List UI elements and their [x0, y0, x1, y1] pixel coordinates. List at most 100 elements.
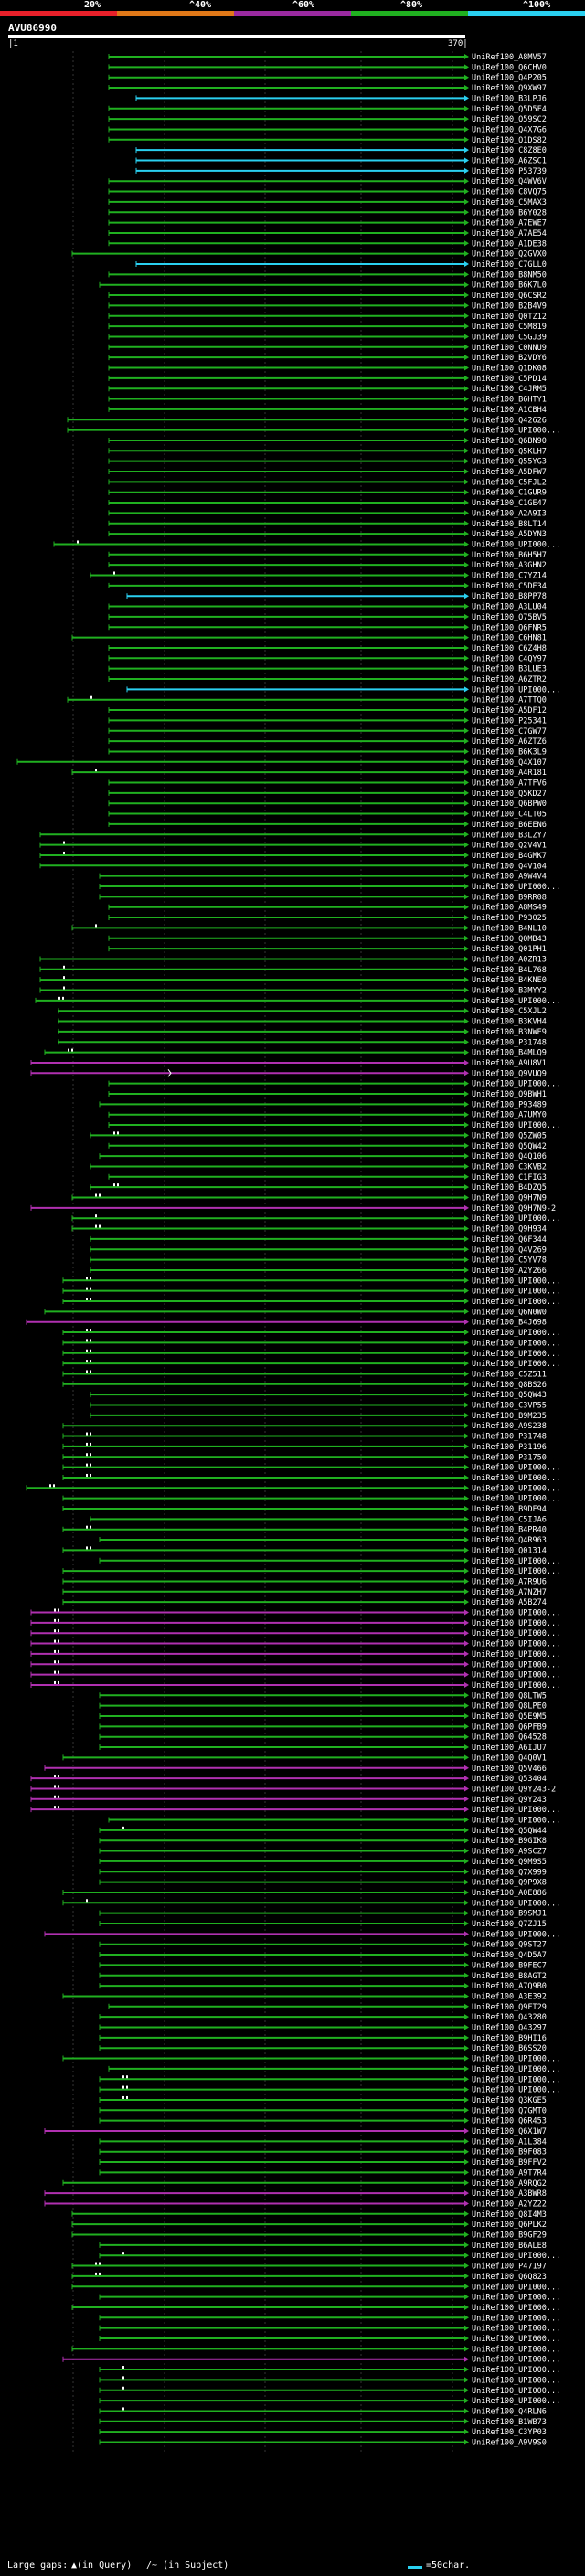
query-gap-marker — [58, 1629, 59, 1633]
hit-label: UniRef100_Q9H7N9-2 — [472, 1204, 556, 1214]
query-gap-marker — [58, 1670, 59, 1674]
query-gap-marker — [63, 986, 65, 990]
hit-end-arrow — [464, 541, 469, 547]
hit-label: UniRef100_A7NZH7 — [472, 1588, 547, 1597]
query-gap-marker — [63, 976, 65, 980]
hit-end-arrow — [464, 1474, 469, 1480]
hit-end-arrow — [464, 2315, 469, 2321]
hit-label: UniRef100_UPI000... — [472, 2055, 560, 2064]
hit-label: UniRef100_UPI000... — [472, 1339, 560, 1348]
axis-end-label: 370| — [448, 39, 468, 48]
query-gap-marker — [122, 1826, 124, 1829]
hit-end-arrow — [464, 894, 469, 900]
hit-label: UniRef100_Q9H7N9 — [472, 1194, 547, 1203]
query-gap-marker — [99, 2262, 101, 2265]
query-gap-marker — [86, 1453, 88, 1457]
hit-label: UniRef100_UPI000... — [472, 1495, 560, 1504]
query-gap-marker — [90, 1277, 91, 1280]
query-gap-marker — [54, 1660, 56, 1664]
hit-label: UniRef100_B3NWE9 — [472, 1028, 547, 1037]
hit-label: UniRef100_A6ZTR2 — [472, 675, 547, 684]
hit-end-arrow — [464, 1983, 469, 1989]
hit-end-arrow — [464, 448, 469, 454]
hit-end-arrow — [464, 655, 469, 662]
hit-label: UniRef100_UPI000... — [472, 1484, 560, 1493]
query-gap-marker — [86, 1287, 88, 1290]
hit-label: UniRef100_UPI000... — [472, 1288, 560, 1297]
hit-label: UniRef100_B6HTY1 — [472, 396, 547, 405]
hit-label: UniRef100_UPI000... — [472, 1121, 560, 1130]
hit-end-arrow — [464, 188, 469, 195]
hit-label: UniRef100_UPI000... — [472, 2356, 560, 2365]
hit-label: UniRef100_UPI000... — [472, 1567, 560, 1576]
hit-end-arrow — [464, 1204, 469, 1211]
hit-label: UniRef100_A9SCZ7 — [472, 1848, 547, 1857]
hit-label: UniRef100_Q2GVX0 — [472, 250, 547, 260]
query-gap-marker — [58, 1795, 59, 1798]
hit-label: UniRef100_Q5QW43 — [472, 1391, 547, 1400]
hit-end-arrow — [464, 1807, 469, 1813]
hit-label: UniRef100_UPI000... — [472, 883, 560, 892]
query-gap-marker — [71, 1048, 73, 1052]
query-gap-marker — [53, 1484, 55, 1488]
hit-label: UniRef100_C5MAX3 — [472, 198, 547, 207]
hit-label: UniRef100_C7GW77 — [472, 727, 547, 737]
hit-end-arrow — [464, 2408, 469, 2414]
hit-label: UniRef100_A7AE54 — [472, 229, 547, 239]
hit-end-arrow — [464, 1723, 469, 1730]
legend-segment — [117, 11, 234, 16]
hit-end-arrow — [464, 520, 469, 526]
query-gap-marker — [90, 1349, 91, 1352]
hit-label: UniRef100_UPI000... — [472, 1899, 560, 1908]
hit-end-arrow — [464, 386, 469, 392]
hit-end-arrow — [464, 821, 469, 827]
hit-end-arrow — [464, 925, 469, 931]
hit-label: UniRef100_A0E886 — [472, 1889, 547, 1898]
hit-end-arrow — [464, 1941, 469, 1947]
hit-end-arrow — [464, 479, 469, 485]
legend-label: ^40% — [189, 0, 212, 10]
hit-label: UniRef100_Q6BN90 — [472, 437, 547, 446]
query-gap-marker — [86, 1432, 88, 1436]
hit-label: UniRef100_C7YZ14 — [472, 572, 547, 581]
hit-end-arrow — [464, 624, 469, 631]
hit-end-arrow — [464, 136, 469, 143]
hit-end-arrow — [464, 562, 469, 568]
hit-end-arrow — [464, 1796, 469, 1802]
query-gap-marker — [86, 1329, 88, 1332]
hit-end-arrow — [464, 707, 469, 714]
hit-label: UniRef100_Q5KD27 — [472, 790, 547, 799]
hit-end-arrow — [464, 551, 469, 557]
hit-label: UniRef100_UPI000... — [472, 2086, 560, 2095]
query-gap-marker — [90, 695, 92, 699]
query-gap-marker — [90, 1432, 91, 1436]
hit-label: UniRef100_P31196 — [472, 1443, 547, 1452]
query-gap-marker — [99, 2272, 101, 2275]
hit-end-arrow — [464, 790, 469, 796]
hit-end-arrow — [464, 458, 469, 464]
hit-label: UniRef100_UPI000... — [472, 1464, 560, 1473]
query-gap-marker — [90, 1339, 91, 1342]
hit-label: UniRef100_Q43280 — [472, 2013, 547, 2022]
hit-label: UniRef100_Q6X1W7 — [472, 2127, 547, 2136]
hit-end-arrow — [464, 1132, 469, 1139]
legend-segment — [351, 11, 468, 16]
hit-label: UniRef100_B8LT14 — [472, 520, 547, 529]
query-gap-marker — [117, 1131, 119, 1135]
hit-label: UniRef100_P93025 — [472, 914, 547, 923]
hit-label: UniRef100_UPI000... — [472, 2065, 560, 2074]
hit-end-arrow — [464, 469, 469, 474]
hit-end-arrow — [464, 717, 469, 724]
query-gap-marker — [86, 1298, 88, 1300]
hit-label: UniRef100_A3GHN2 — [472, 561, 547, 570]
hit-end-arrow — [464, 64, 469, 70]
hit-end-arrow — [464, 2356, 469, 2362]
hit-label: UniRef100_Q8LPE0 — [472, 1702, 547, 1712]
hit-end-arrow — [464, 531, 469, 537]
hit-end-arrow — [464, 1277, 469, 1284]
hit-end-arrow — [464, 198, 469, 205]
hit-label: UniRef100_Q8BS26 — [472, 1381, 547, 1390]
hit-label: UniRef100_UPI000... — [472, 540, 560, 549]
query-gap-marker — [113, 1183, 115, 1187]
query-gap-marker — [95, 2262, 97, 2265]
